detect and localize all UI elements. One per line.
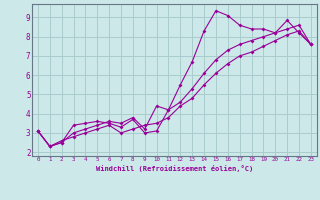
X-axis label: Windchill (Refroidissement éolien,°C): Windchill (Refroidissement éolien,°C): [96, 165, 253, 172]
